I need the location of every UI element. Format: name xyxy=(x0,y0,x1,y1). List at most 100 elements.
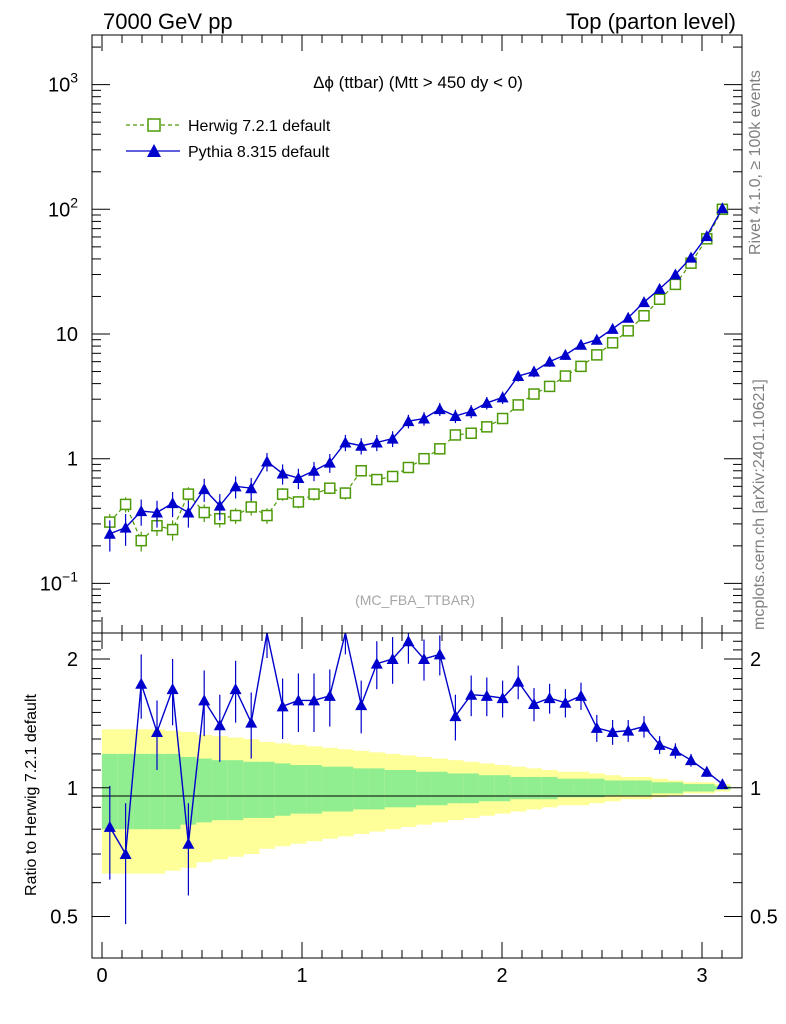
open-square-marker-icon xyxy=(147,118,161,132)
herwig-point xyxy=(449,429,462,441)
ratio-point xyxy=(465,688,478,700)
herwig-point xyxy=(559,370,572,382)
legend-label-herwig: Herwig 7.2.1 default xyxy=(188,118,331,135)
herwig-point xyxy=(292,496,305,508)
ratio-inner-band xyxy=(620,780,637,796)
pythia-point xyxy=(198,483,211,495)
herwig-point xyxy=(261,509,273,522)
ratio-ytick-label-left: 0.5 xyxy=(50,907,78,929)
ratio-inner-band xyxy=(290,765,307,814)
ratio-inner-band xyxy=(227,760,244,821)
ratio-panel: 2 2 1 1 0.5 0.5 0 1 2 3 xyxy=(50,35,778,987)
legend: Herwig 7.2.1 default Pythia 8.315 defaul… xyxy=(126,118,331,161)
herwig-point xyxy=(119,498,132,511)
ratio-inner-band xyxy=(243,761,260,818)
herwig-point xyxy=(371,473,383,486)
ratio-inner-band xyxy=(478,775,495,802)
ratio-point xyxy=(308,694,320,706)
ratio-inner-band xyxy=(274,763,291,816)
ratio-uncertainty-bands xyxy=(101,729,731,874)
ratio-point xyxy=(449,710,462,722)
ratio-ytick-label-right: 1 xyxy=(750,778,761,800)
ratio-point xyxy=(182,837,195,849)
ratio-point xyxy=(245,716,258,728)
pythia-point xyxy=(103,527,116,539)
pythia-point xyxy=(653,282,666,294)
herwig-point xyxy=(245,501,257,513)
header-left: 7000 GeV pp xyxy=(103,9,233,34)
ratio-point xyxy=(433,648,446,660)
ratio-inner-band xyxy=(321,766,338,812)
pythia-point xyxy=(669,268,682,280)
pythia-point xyxy=(496,391,509,403)
ratio-inner-band xyxy=(431,771,448,806)
herwig-point xyxy=(418,452,430,465)
filled-triangle-marker-icon xyxy=(147,144,161,157)
ratio-point xyxy=(638,720,650,732)
pythia-point xyxy=(229,480,242,492)
ratio-inner-band xyxy=(683,784,700,792)
ratio-point xyxy=(653,738,666,750)
ratio-inner-band xyxy=(557,778,574,798)
herwig-point xyxy=(276,488,289,500)
xtick-label: 0 xyxy=(96,965,107,987)
xtick-label: 2 xyxy=(496,965,507,987)
pythia-point xyxy=(166,497,179,509)
rivet-label: Rivet 4.1.0, ≥ 100k events xyxy=(747,70,764,255)
ratio-inner-band xyxy=(573,778,590,798)
header-right: Top (parton level) xyxy=(566,9,736,34)
ratio-inner-band xyxy=(651,782,668,794)
ratio-point xyxy=(370,657,383,669)
herwig-point xyxy=(528,388,540,400)
ratio-inner-band xyxy=(510,776,527,800)
ratio-inner-band xyxy=(463,773,480,804)
pythia-point xyxy=(543,355,556,367)
ratio-inner-band xyxy=(353,768,370,810)
ratio-point xyxy=(386,652,399,664)
pythia-point xyxy=(339,436,352,448)
ratio-series-layer xyxy=(103,632,729,925)
herwig-point xyxy=(496,412,509,425)
herwig-point xyxy=(434,443,446,455)
pythia-point xyxy=(119,521,132,533)
ratio-point xyxy=(103,820,116,832)
ratio-point xyxy=(229,683,242,695)
pythia-line xyxy=(109,207,724,535)
pythia-point xyxy=(512,370,525,382)
pythia-point xyxy=(135,505,148,517)
ratio-inner-band xyxy=(133,753,150,830)
ratio-point xyxy=(669,744,682,756)
pythia-point xyxy=(418,412,430,424)
ratio-point xyxy=(166,683,179,695)
herwig-point xyxy=(166,523,179,536)
ratio-point xyxy=(135,677,148,689)
pythia-point xyxy=(292,472,305,484)
ratio-ytick-label-left: 1 xyxy=(67,778,78,800)
ratio-inner-band xyxy=(400,770,417,808)
pythia-point xyxy=(575,338,587,350)
herwig-point xyxy=(386,470,399,483)
ratio-point xyxy=(496,692,509,704)
main-ytick-label: 1 xyxy=(67,449,78,471)
ratio-ytick-label-right: 2 xyxy=(750,649,761,671)
xtick-label: 3 xyxy=(696,965,707,987)
pythia-point xyxy=(622,311,635,323)
herwig-point xyxy=(229,509,242,522)
ratio-point xyxy=(355,699,368,711)
herwig-point xyxy=(182,488,195,500)
ratio-pythia-line xyxy=(109,632,723,857)
pythia-point xyxy=(449,409,462,421)
ratio-ylabel: Ratio to Herwig 7.2.1 default xyxy=(23,694,40,896)
main-series-layer xyxy=(103,202,729,552)
legend-entry-herwig: Herwig 7.2.1 default xyxy=(126,118,331,135)
herwig-point xyxy=(669,278,682,291)
herwig-point xyxy=(638,310,650,322)
pythia-point xyxy=(638,296,650,308)
ratio-point xyxy=(575,689,587,701)
ratio-inner-band xyxy=(494,775,511,802)
herwig-point xyxy=(324,482,336,494)
pythia-point xyxy=(213,499,226,511)
pythia-point xyxy=(685,251,697,263)
ratio-point xyxy=(151,725,163,737)
